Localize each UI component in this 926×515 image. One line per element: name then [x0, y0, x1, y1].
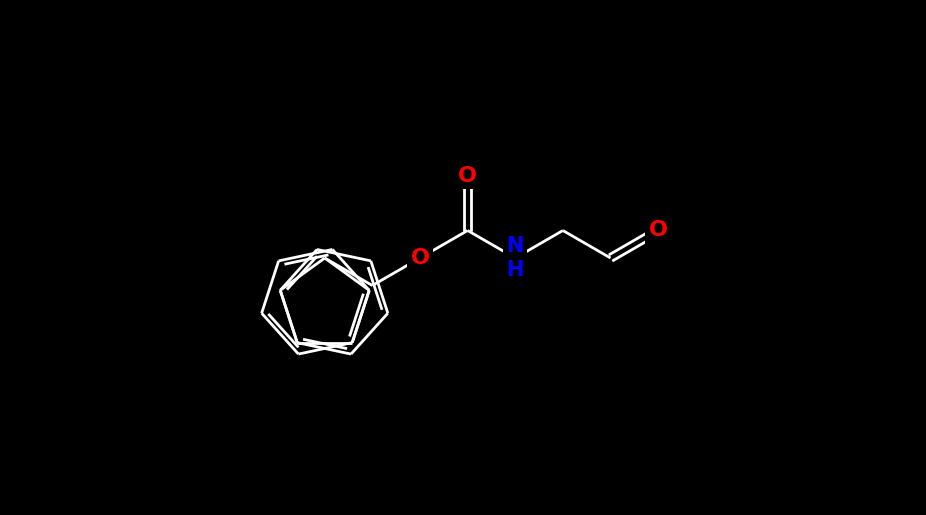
Text: O: O	[458, 165, 477, 185]
Text: N
H: N H	[507, 236, 524, 280]
Text: O: O	[648, 220, 668, 241]
Text: O: O	[410, 248, 430, 268]
